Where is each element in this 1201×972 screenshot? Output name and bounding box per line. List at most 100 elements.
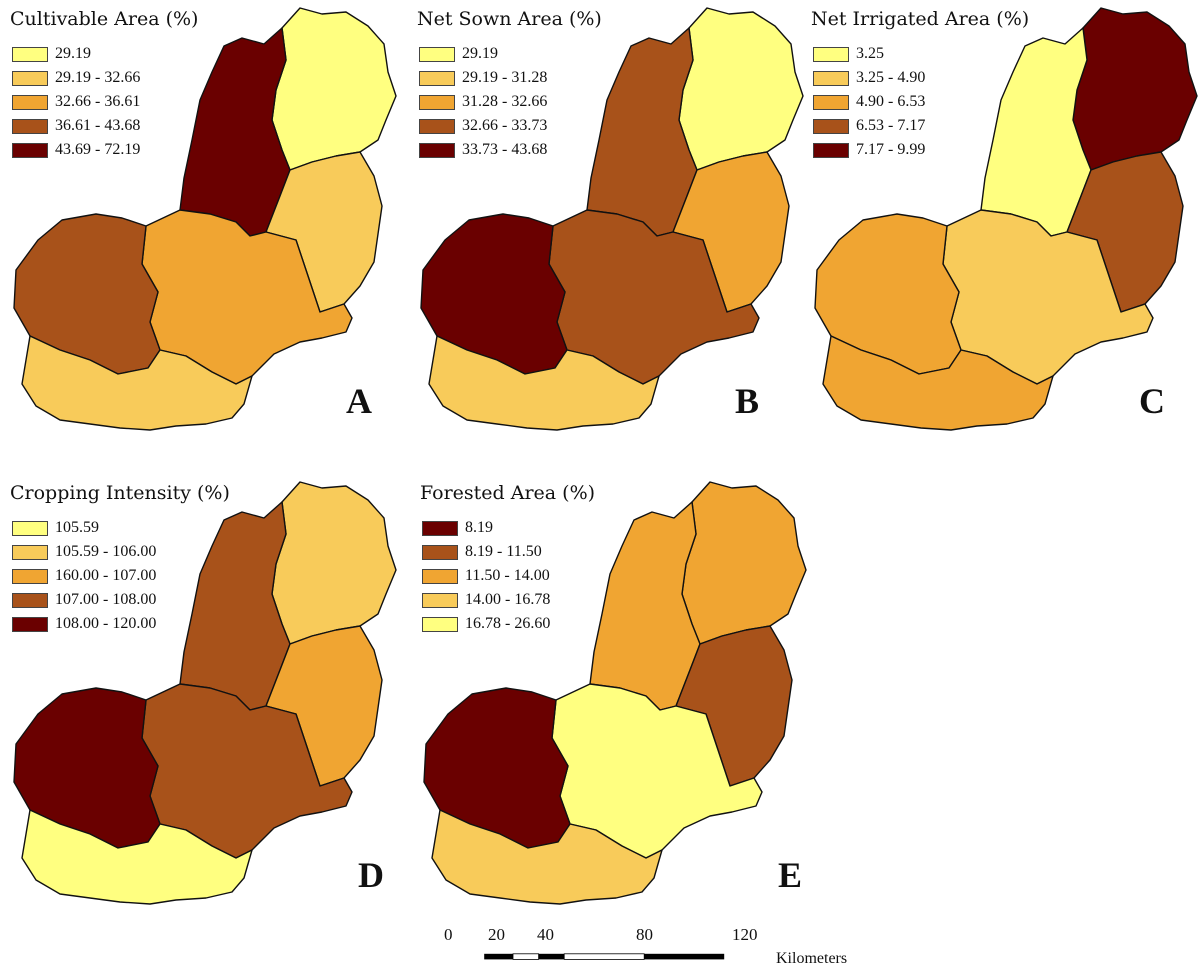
legend-label: 160.00 - 107.00 [55, 567, 157, 584]
legend-swatch [419, 46, 455, 62]
scale-unit-label: Kilometers [776, 950, 848, 967]
district-north-east [1072, 7, 1198, 171]
legend-item: 107.00 - 108.00 [12, 588, 156, 612]
legend-swatch [419, 94, 455, 110]
legend-item: 14.00 - 16.78 [422, 588, 550, 612]
district-south [21, 335, 253, 431]
panel-title: Forested Area (%) [420, 482, 596, 504]
panel-title: Cultivable Area (%) [10, 8, 199, 30]
legend-item: 3.25 [813, 42, 925, 66]
panel-e: Forested Area (%) 8.19 8.19 - 11.50 11.5… [410, 474, 810, 944]
legend-swatch [12, 142, 48, 158]
panel-b: Net Sown Area (%) 29.19 29.19 - 31.28 31… [407, 0, 807, 470]
legend-label: 11.50 - 14.00 [465, 567, 550, 584]
legend-label: 31.28 - 32.66 [462, 93, 548, 110]
district-map [420, 7, 804, 431]
district-south [428, 335, 660, 431]
scale-tick-label: 120 [732, 925, 758, 944]
legend-label: 105.59 - 106.00 [55, 543, 157, 560]
legend-swatch [813, 118, 849, 134]
legend-swatch [12, 544, 48, 560]
district-south [431, 809, 663, 905]
legend-swatch [422, 592, 458, 608]
scale-tick-label: 40 [537, 925, 554, 944]
legend-item: 8.19 - 11.50 [422, 540, 550, 564]
legend-label: 36.61 - 43.68 [55, 117, 141, 134]
scale-bar: 0 20 40 80 120 Kilometers [440, 925, 860, 970]
legend-swatch [422, 616, 458, 632]
legend: 3.25 3.25 - 4.90 4.90 - 6.53 6.53 - 7.17… [813, 42, 925, 162]
scale-segment [644, 953, 725, 960]
legend-item: 11.50 - 14.00 [422, 564, 550, 588]
legend-swatch [12, 70, 48, 86]
legend-item: 29.19 [419, 42, 547, 66]
panel-a: Cultivable Area (%) 29.19 29.19 - 32.66 … [0, 0, 400, 470]
legend-swatch [12, 94, 48, 110]
panel-c: Net Irrigated Area (%) 3.25 3.25 - 4.90 … [801, 0, 1201, 470]
legend-swatch [12, 118, 48, 134]
panel-letter: D [358, 855, 384, 895]
legend-label: 29.19 [55, 45, 91, 62]
legend-swatch [12, 568, 48, 584]
district-north-west [589, 501, 701, 711]
legend-item: 32.66 - 36.61 [12, 90, 140, 114]
scale-tick-label: 20 [488, 925, 505, 944]
legend-item: 105.59 [12, 516, 156, 540]
legend-item: 31.28 - 32.66 [419, 90, 547, 114]
legend-item: 6.53 - 7.17 [813, 114, 925, 138]
legend-label: 29.19 [462, 45, 498, 62]
legend-swatch [813, 46, 849, 62]
district-north-west [179, 501, 291, 711]
district-south [21, 809, 253, 905]
legend-item: 4.90 - 6.53 [813, 90, 925, 114]
legend-label: 6.53 - 7.17 [856, 117, 926, 134]
legend-swatch [419, 118, 455, 134]
legend-label: 108.00 - 120.00 [55, 615, 157, 632]
legend-item: 33.73 - 43.68 [419, 138, 547, 162]
panel-title: Net Irrigated Area (%) [811, 8, 1030, 30]
legend: 29.19 29.19 - 32.66 32.66 - 36.61 36.61 … [12, 42, 140, 162]
legend-label: 8.19 [465, 519, 493, 536]
legend-label: 32.66 - 33.73 [462, 117, 548, 134]
legend-swatch [12, 520, 48, 536]
panel-letter: B [735, 381, 760, 421]
panel-letter: E [778, 855, 803, 895]
district-north-east [678, 7, 804, 171]
scale-segment [484, 953, 513, 960]
legend-swatch [422, 568, 458, 584]
scale-tick-label: 80 [636, 925, 653, 944]
legend-item: 108.00 - 120.00 [12, 612, 156, 636]
panel-d: Cropping Intensity (%) 105.59 105.59 - 1… [0, 474, 400, 944]
legend-swatch [12, 592, 48, 608]
district-map [13, 7, 397, 431]
legend-swatch [419, 142, 455, 158]
panel-title: Cropping Intensity (%) [10, 482, 230, 504]
legend-swatch [12, 46, 48, 62]
legend-item: 16.78 - 26.60 [422, 612, 550, 636]
district-map [814, 7, 1198, 431]
scale-tick-label: 0 [444, 925, 453, 944]
district-north-east [271, 7, 397, 171]
scale-bar-graphic [484, 953, 725, 960]
district-north-west [179, 27, 291, 237]
legend-item: 29.19 - 32.66 [12, 66, 140, 90]
panel-letter: A [346, 381, 372, 421]
legend: 105.59 105.59 - 106.00 160.00 - 107.00 1… [12, 516, 156, 636]
legend-label: 105.59 [55, 519, 99, 536]
legend-swatch [422, 520, 458, 536]
legend-item: 32.66 - 33.73 [419, 114, 547, 138]
legend-item: 29.19 [12, 42, 140, 66]
district-map [13, 481, 397, 905]
district-south [822, 335, 1054, 431]
legend-swatch [419, 70, 455, 86]
legend-item: 43.69 - 72.19 [12, 138, 140, 162]
legend-swatch [813, 94, 849, 110]
panel-letter: C [1139, 381, 1165, 421]
legend-label: 3.25 - 4.90 [856, 69, 926, 86]
legend-item: 160.00 - 107.00 [12, 564, 156, 588]
legend-label: 16.78 - 26.60 [465, 615, 551, 632]
scale-segment [563, 953, 645, 960]
legend: 29.19 29.19 - 31.28 31.28 - 32.66 32.66 … [419, 42, 547, 162]
legend-item: 29.19 - 31.28 [419, 66, 547, 90]
